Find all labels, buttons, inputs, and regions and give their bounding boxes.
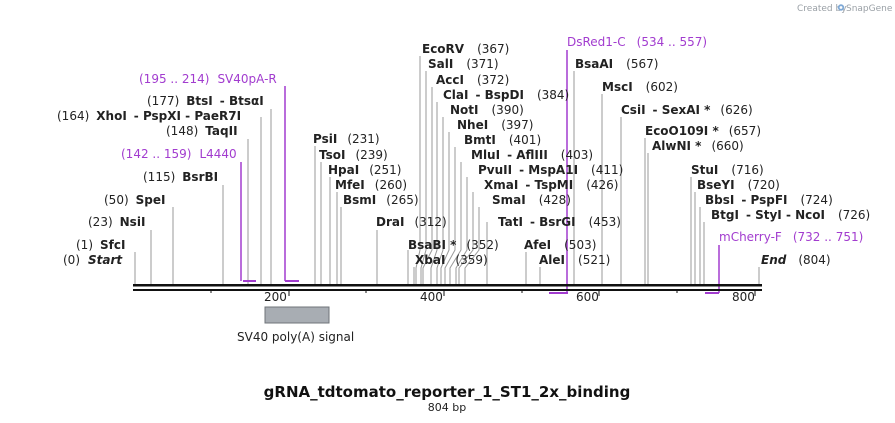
- enzyme-label-mfei[interactable]: MfeI (260): [335, 178, 407, 192]
- enzyme-label-tsoi[interactable]: TsoI (239): [319, 148, 388, 162]
- primer-label-mcherry-f[interactable]: mCherry-F (732 .. 751): [719, 230, 863, 244]
- enzyme-label-bsrbi[interactable]: (115) BsrBI: [143, 170, 218, 184]
- enzyme-leader-lines: [134, 56, 760, 286]
- enzyme-label-sali[interactable]: SalI (371): [428, 57, 499, 71]
- enzyme-label-csii[interactable]: CsiI - SexAI * (626): [621, 103, 753, 117]
- ruler: [210, 290, 756, 296]
- ruler-tick-400: 400: [420, 290, 443, 304]
- start-name: Start: [88, 253, 123, 267]
- enzyme-label-mlui[interactable]: MluI - AflIII (403): [471, 148, 593, 162]
- sequence-title: gRNA_tdtomato_reporter_1_ST1_2x_binding: [264, 383, 631, 401]
- created-by-label: Created by: [797, 4, 847, 14]
- enzyme-label-afei[interactable]: AfeI (503): [524, 238, 596, 252]
- enzyme-label-bbsi[interactable]: BbsI - PspFI (724): [705, 193, 833, 207]
- enzyme-label-drai[interactable]: DraI (312): [376, 215, 447, 229]
- primer-label-sv40pa-r[interactable]: (195 .. 214) SV40pA-R: [139, 72, 277, 86]
- enzyme-label-noti[interactable]: NotI (390): [450, 103, 524, 117]
- sequence-length: 804 bp: [428, 401, 466, 414]
- enzyme-label-bmti[interactable]: BmtI (401): [464, 133, 541, 147]
- snapgene-logo-icon: [837, 4, 845, 11]
- enzyme-label-acci[interactable]: AccI (372): [436, 73, 509, 87]
- enzyme-label-taqii[interactable]: (148) TaqII: [166, 124, 238, 138]
- enzyme-label-psii[interactable]: PsiI (231): [313, 132, 380, 146]
- enzyme-label-smai[interactable]: SmaI (428): [492, 193, 571, 207]
- enzyme-label-btsi[interactable]: (177) BtsI - BtsαI: [147, 94, 264, 108]
- enzyme-label-xmai[interactable]: XmaI - TspMI (426): [484, 178, 619, 192]
- ruler-tick-200: 200: [264, 290, 287, 304]
- enzyme-label-alei[interactable]: AleI (521): [539, 253, 610, 267]
- enzyme-label-bsmi[interactable]: BsmI (265): [343, 193, 419, 207]
- sequence-backbone: [133, 284, 762, 291]
- enzyme-label-nsii[interactable]: (23) NsiI: [88, 215, 145, 229]
- snapgene-brand: SnapGene: [846, 4, 893, 14]
- enzyme-label-clai[interactable]: ClaI - BspDI (384): [443, 88, 569, 102]
- enzyme-label-bseyi[interactable]: BseYI (720): [697, 178, 780, 192]
- enzyme-label-xbai[interactable]: XbaI (359): [415, 253, 488, 267]
- enzyme-label-bsaai[interactable]: BsaAI (567): [575, 57, 658, 71]
- end-label: End (804): [761, 253, 831, 267]
- enzyme-label-ecoo109i[interactable]: EcoO109I * (657): [645, 124, 761, 138]
- enzyme-label-ecorv[interactable]: EcoRV (367): [422, 42, 509, 56]
- enzyme-label-xhoi[interactable]: (164) XhoI - PspXI - PaeR7I: [57, 109, 241, 123]
- enzyme-label-bsabi[interactable]: BsaBI * (352): [408, 238, 499, 252]
- end-name: End: [761, 253, 787, 267]
- enzyme-label-spei[interactable]: (50) SpeI: [104, 193, 165, 207]
- start-pos: (0): [63, 253, 80, 267]
- enzyme-label-msci[interactable]: MscI (602): [602, 80, 678, 94]
- feature-sv40-polya-label: SV40 poly(A) signal: [237, 330, 354, 344]
- enzyme-label-stui[interactable]: StuI (716): [691, 163, 764, 177]
- primer-label-l4440[interactable]: (142 .. 159) L4440: [121, 147, 237, 161]
- enzyme-label-alwni[interactable]: AlwNI * (660): [652, 139, 744, 153]
- enzyme-label-pvuii[interactable]: PvuII - MspA1I (411): [478, 163, 623, 177]
- enzyme-label-sfci[interactable]: (1) SfcI: [76, 238, 125, 252]
- enzyme-label-hpai[interactable]: HpaI (251): [328, 163, 401, 177]
- start-label: (0) Start: [63, 253, 123, 267]
- primer-lines: [240, 50, 720, 294]
- end-pos: (804): [798, 253, 830, 267]
- feature-sv40-polya-box[interactable]: [264, 306, 330, 324]
- ruler-tick-600: 600: [576, 290, 599, 304]
- primer-label-dsred1-c[interactable]: DsRed1-C (534 .. 557): [567, 35, 707, 49]
- enzyme-label-nhei[interactable]: NheI (397): [457, 118, 533, 132]
- enzyme-label-btgi[interactable]: BtgI - StyI - NcoI (726): [711, 208, 870, 222]
- ruler-tick-800: 800: [732, 290, 755, 304]
- enzyme-label-tati[interactable]: TatI - BsrGI (453): [498, 215, 621, 229]
